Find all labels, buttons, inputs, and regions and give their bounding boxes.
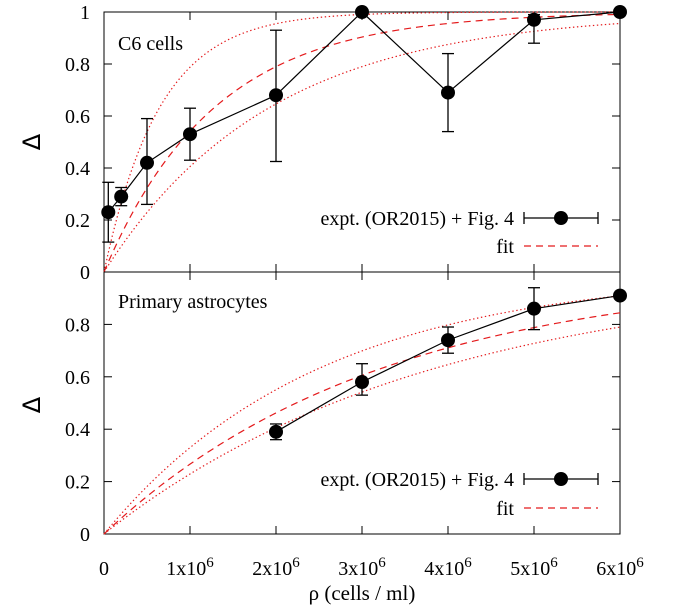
data-point: [527, 12, 541, 27]
x-tick-exponent: 6: [378, 555, 386, 571]
x-tick-mantissa: 0: [99, 558, 109, 580]
data-point: [527, 301, 541, 316]
data-point: [114, 189, 129, 204]
data-point: [269, 88, 283, 103]
fit-bound-curve: [103, 326, 621, 535]
x-tick-exponent: 6: [206, 555, 214, 571]
panel-label: C6 cells: [118, 33, 183, 55]
y-tick-label: 0.8: [65, 314, 90, 336]
x-tick-label: 0: [99, 558, 109, 580]
y-tick-label: 0.6: [65, 367, 90, 389]
x-tick-exponent: 6: [550, 555, 558, 571]
y-axis-label: Δ: [18, 396, 46, 413]
x-tick-label: 1x106: [166, 555, 214, 580]
data-point: [441, 333, 455, 348]
data-line: [275, 294, 621, 433]
x-tick-label: 2x106: [252, 555, 300, 580]
x-tick-mantissa: 5x10: [510, 558, 550, 580]
x-axis-label: ρ (cells / ml): [309, 581, 416, 605]
legend-label: fit: [496, 236, 514, 258]
x-tick-label: 5x106: [510, 555, 558, 580]
legend-marker: [554, 211, 568, 225]
legend-label: fit: [496, 498, 514, 520]
fit-bound-curve: [103, 22, 621, 273]
y-axis-label: Δ: [18, 133, 46, 150]
fit-bound-curve: [103, 295, 621, 535]
x-tick-label: 6x106: [596, 555, 644, 580]
y-tick-label: 0: [80, 262, 90, 284]
y-tick-label: 0.2: [65, 210, 90, 232]
fit-curve: [103, 312, 621, 535]
x-tick-mantissa: 6x10: [596, 558, 636, 580]
panel-c6-cells: 0 0.2 0.4 0.6 0.8 1 Δ C6 cells expt. (OR2015) + …: [18, 2, 627, 284]
y-tick-label: 0.4: [65, 419, 90, 441]
data-point: [613, 5, 627, 19]
data-point: [613, 288, 627, 303]
x-tick-mantissa: 1x10: [166, 558, 206, 580]
legend-marker: [554, 472, 568, 486]
fit-curve: [103, 13, 621, 273]
x-tick-label: 3x106: [338, 555, 386, 580]
data-point: [269, 424, 283, 439]
data-line: [107, 11, 621, 213]
y-tick-label: 0: [80, 524, 90, 546]
legend-label: expt. (OR2015) + Fig. 4: [321, 208, 515, 230]
y-tick-label: 0.2: [65, 472, 90, 494]
x-tick-exponent: 6: [464, 555, 472, 571]
data-point: [140, 155, 154, 170]
y-tick-label: 1: [80, 2, 90, 24]
x-tick-exponent: 6: [636, 555, 644, 571]
data-point: [355, 5, 369, 19]
x-tick-mantissa: 4x10: [424, 558, 464, 580]
y-tick-label: 0.6: [65, 106, 90, 128]
y-tick-label: 0.8: [65, 54, 90, 76]
x-tick-mantissa: 2x10: [252, 558, 292, 580]
data-point: [101, 205, 116, 220]
panel-label: Primary astrocytes: [118, 291, 268, 313]
data-point: [183, 127, 197, 142]
y-tick-label: 0.4: [65, 158, 90, 180]
x-tick-label: 4x106: [424, 555, 472, 580]
x-tick-mantissa: 3x10: [338, 558, 378, 580]
data-point: [355, 375, 369, 390]
panel-primary-astrocytes: 0 0.2 0.4 0.6 0.8 Δ Primary astrocytes expt. (O…: [18, 271, 644, 605]
legend-label: expt. (OR2015) + Fig. 4: [321, 469, 515, 491]
x-tick-exponent: 6: [292, 555, 300, 571]
data-point: [441, 85, 455, 100]
